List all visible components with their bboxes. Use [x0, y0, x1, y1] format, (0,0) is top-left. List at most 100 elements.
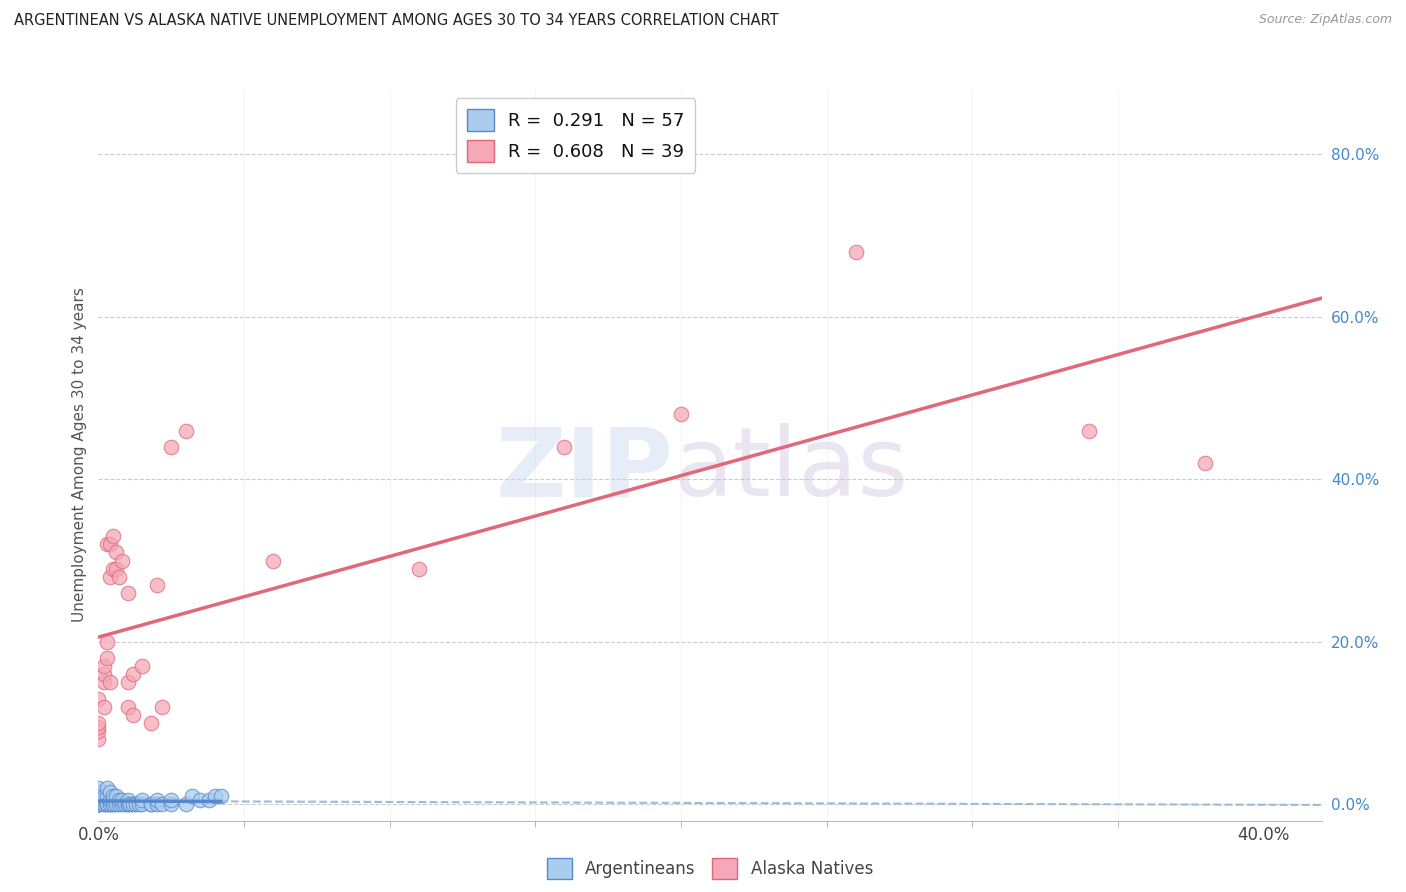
Point: [111, 553, 134, 567]
Point: [98, 797, 121, 812]
Point: [93, 699, 115, 714]
Point: [128, 797, 150, 812]
Point: [152, 797, 174, 812]
Point: [87, 797, 110, 812]
Point: [104, 545, 127, 559]
Point: [101, 562, 124, 576]
Point: [122, 797, 145, 812]
Point: [845, 244, 868, 259]
Point: [160, 793, 183, 807]
Point: [87, 789, 110, 804]
Point: [87, 797, 110, 812]
Point: [117, 797, 139, 812]
Text: atlas: atlas: [673, 423, 908, 516]
Point: [93, 797, 115, 812]
Point: [553, 440, 575, 454]
Point: [87, 781, 110, 796]
Point: [98, 537, 121, 551]
Point: [145, 797, 167, 812]
Point: [131, 797, 153, 812]
Point: [139, 797, 162, 812]
Point: [101, 529, 124, 543]
Point: [180, 789, 202, 804]
Point: [188, 793, 212, 807]
Point: [145, 578, 167, 592]
Point: [96, 789, 118, 804]
Point: [96, 537, 118, 551]
Point: [104, 789, 127, 804]
Point: [111, 797, 134, 812]
Point: [152, 699, 174, 714]
Point: [125, 797, 148, 812]
Point: [98, 793, 121, 807]
Point: [101, 793, 124, 807]
Point: [160, 440, 183, 454]
Point: [117, 699, 139, 714]
Point: [160, 797, 183, 812]
Point: [198, 793, 221, 807]
Point: [93, 789, 115, 804]
Point: [108, 793, 131, 807]
Point: [93, 659, 115, 673]
Point: [1194, 456, 1216, 470]
Point: [87, 789, 110, 804]
Point: [145, 793, 167, 807]
Point: [87, 789, 110, 804]
Point: [87, 797, 110, 812]
Point: [408, 562, 430, 576]
Point: [122, 708, 145, 723]
Point: [209, 789, 232, 804]
Point: [104, 797, 127, 812]
Point: [87, 716, 110, 731]
Point: [98, 785, 121, 799]
Point: [262, 553, 284, 567]
Point: [111, 793, 134, 807]
Point: [669, 407, 692, 421]
Point: [174, 424, 197, 438]
Point: [87, 793, 110, 807]
Point: [98, 675, 121, 690]
Point: [101, 797, 124, 812]
Point: [1077, 424, 1099, 438]
Point: [120, 797, 142, 812]
Point: [87, 724, 110, 739]
Point: [98, 797, 121, 812]
Point: [114, 797, 136, 812]
Point: [87, 691, 110, 706]
Point: [139, 716, 162, 731]
Text: ARGENTINEAN VS ALASKA NATIVE UNEMPLOYMENT AMONG AGES 30 TO 34 YEARS CORRELATION : ARGENTINEAN VS ALASKA NATIVE UNEMPLOYMEN…: [14, 13, 779, 29]
Point: [204, 789, 226, 804]
Point: [96, 797, 118, 812]
Point: [93, 667, 115, 681]
Point: [87, 785, 110, 799]
Point: [117, 797, 139, 812]
Point: [131, 659, 153, 673]
Point: [87, 797, 110, 812]
Point: [96, 651, 118, 665]
Point: [117, 586, 139, 600]
Point: [131, 793, 153, 807]
Point: [93, 793, 115, 807]
Point: [87, 797, 110, 812]
Point: [117, 675, 139, 690]
Point: [174, 797, 197, 812]
Point: [104, 562, 127, 576]
Point: [98, 570, 121, 584]
Point: [139, 797, 162, 812]
Point: [87, 720, 110, 734]
Y-axis label: Unemployment Among Ages 30 to 34 years: Unemployment Among Ages 30 to 34 years: [72, 287, 87, 623]
Point: [117, 793, 139, 807]
Text: Source: ZipAtlas.com: Source: ZipAtlas.com: [1258, 13, 1392, 27]
Text: ZIP: ZIP: [495, 423, 673, 516]
Point: [87, 797, 110, 812]
Legend: Argentineans, Alaska Natives: Argentineans, Alaska Natives: [540, 852, 880, 886]
Point: [93, 675, 115, 690]
Point: [87, 732, 110, 747]
Point: [101, 789, 124, 804]
Point: [96, 797, 118, 812]
Point: [108, 570, 131, 584]
Point: [122, 667, 145, 681]
Point: [101, 797, 124, 812]
Point: [93, 797, 115, 812]
Point: [96, 781, 118, 796]
